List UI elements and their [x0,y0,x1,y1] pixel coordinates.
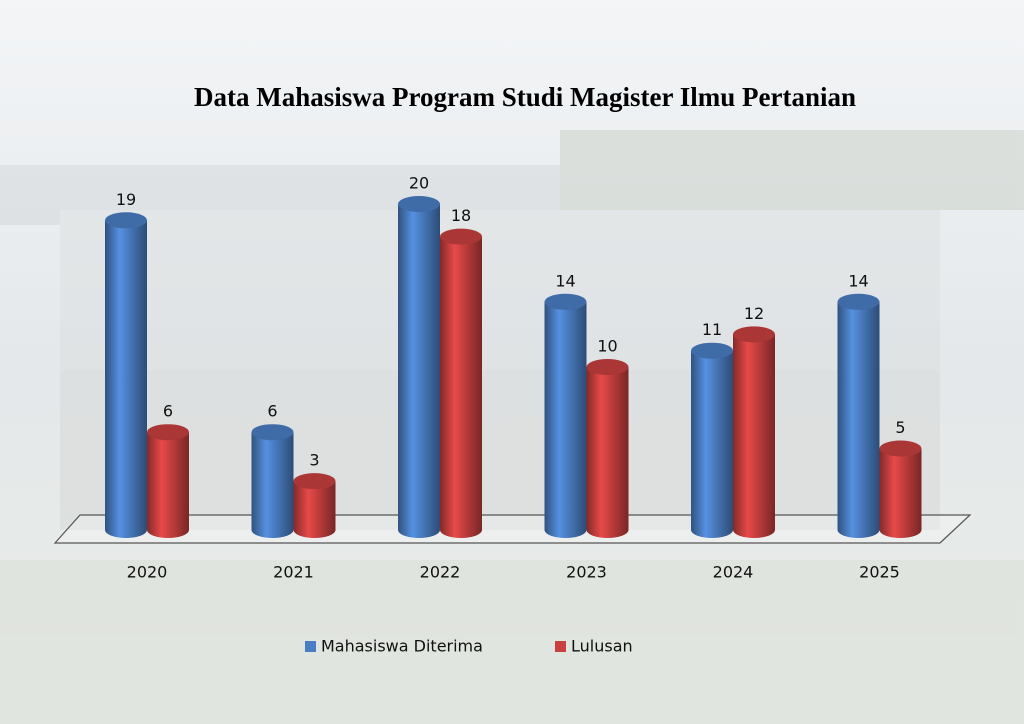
data-label: 11 [702,320,722,339]
data-label: 14 [848,271,868,290]
bar [837,301,880,530]
x-tick-label: 2023 [566,563,607,582]
x-tick-label: 2021 [273,563,314,582]
bar-top [733,326,775,343]
legend-swatch [555,641,566,652]
bar-top [105,212,147,229]
data-label: 19 [116,190,136,209]
legend-label: Mahasiswa Diterima [321,637,483,656]
x-tick-label: 2022 [420,563,461,582]
data-label: 3 [309,451,319,470]
data-label: 14 [555,271,575,290]
data-label: 6 [163,402,173,421]
x-tick-label: 2024 [713,563,754,582]
bar [147,432,189,530]
bar-top [586,359,629,375]
data-label: 20 [409,174,429,193]
data-label: 6 [267,402,277,421]
bar [398,204,440,530]
bar [251,432,294,530]
data-label: 12 [744,304,764,323]
bar [691,350,733,530]
bar-top [147,424,189,441]
x-tick-label: 2020 [127,563,168,582]
chart-title: Data Mahasiswa Program Studi Magister Il… [194,82,856,112]
bar-top [293,473,336,490]
data-label: 10 [597,337,617,356]
data-label: 5 [895,418,905,437]
bar [293,481,336,530]
bar [879,448,922,530]
data-label: 18 [451,206,471,225]
legend-swatch [305,641,316,652]
background-scene [0,130,1024,724]
bar [586,367,629,530]
bar-top [440,228,482,245]
legend-label: Lulusan [571,637,633,656]
bar-top [251,424,294,441]
bar-top [544,293,587,310]
bar [733,334,775,530]
bar [544,301,587,530]
bar [105,220,147,531]
floor [53,514,972,544]
x-tick-label: 2025 [859,563,900,582]
bar-top [879,440,922,457]
bar-top [398,196,440,212]
bar-top [837,293,880,310]
bar [440,236,482,530]
bar-top [691,342,733,359]
